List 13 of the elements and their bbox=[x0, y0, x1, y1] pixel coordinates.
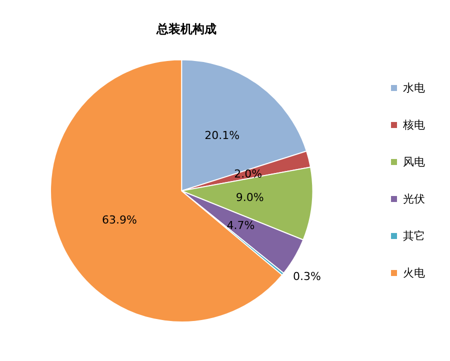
data-label: 20.1% bbox=[204, 129, 240, 142]
chart-title: 总装机构成 bbox=[156, 22, 217, 36]
legend-label: 核电 bbox=[402, 118, 425, 132]
legend-label: 风电 bbox=[403, 156, 425, 168]
data-label: 63.9% bbox=[102, 213, 137, 226]
legend-label: 其它 bbox=[403, 230, 425, 242]
legend-label: 火电 bbox=[403, 266, 425, 280]
data-label: 2.0% bbox=[234, 168, 262, 181]
legend-label: 光伏 bbox=[403, 192, 425, 206]
data-label: 0.3% bbox=[292, 270, 321, 284]
data-label: 9.0% bbox=[236, 191, 264, 204]
data-label: 4.7% bbox=[226, 219, 255, 232]
legend-label: 水电 bbox=[403, 82, 425, 94]
